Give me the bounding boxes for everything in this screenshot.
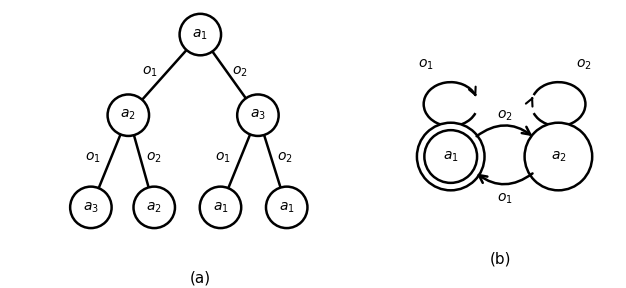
Circle shape [108, 94, 149, 136]
Text: $o_2$: $o_2$ [232, 64, 247, 79]
Text: $o_1$: $o_1$ [142, 64, 158, 79]
Circle shape [266, 187, 307, 228]
Text: (a): (a) [190, 270, 211, 285]
Text: $a_2$: $a_2$ [120, 108, 136, 122]
Text: $o_2$: $o_2$ [146, 151, 162, 165]
Circle shape [417, 123, 485, 190]
Text: $o_1$: $o_1$ [418, 58, 434, 72]
Text: $o_2$: $o_2$ [277, 151, 292, 165]
Text: $o_2$: $o_2$ [575, 58, 592, 72]
Circle shape [237, 94, 279, 136]
Text: $a_3$: $a_3$ [83, 200, 99, 215]
Text: $a_2$: $a_2$ [146, 200, 162, 215]
Text: $a_1$: $a_1$ [213, 200, 228, 215]
Circle shape [180, 14, 221, 55]
Text: $a_1$: $a_1$ [443, 149, 459, 164]
Text: $a_1$: $a_1$ [192, 27, 208, 42]
Text: $a_2$: $a_2$ [550, 149, 567, 164]
Text: $o_1$: $o_1$ [85, 151, 101, 165]
Circle shape [70, 187, 111, 228]
Text: $o_1$: $o_1$ [496, 192, 513, 206]
Circle shape [133, 187, 175, 228]
Circle shape [200, 187, 241, 228]
Text: (b): (b) [490, 252, 511, 267]
Text: $a_3$: $a_3$ [250, 108, 266, 122]
Circle shape [525, 123, 592, 190]
Text: $o_2$: $o_2$ [496, 108, 513, 123]
Text: $a_1$: $a_1$ [279, 200, 295, 215]
Text: $o_1$: $o_1$ [215, 151, 230, 165]
